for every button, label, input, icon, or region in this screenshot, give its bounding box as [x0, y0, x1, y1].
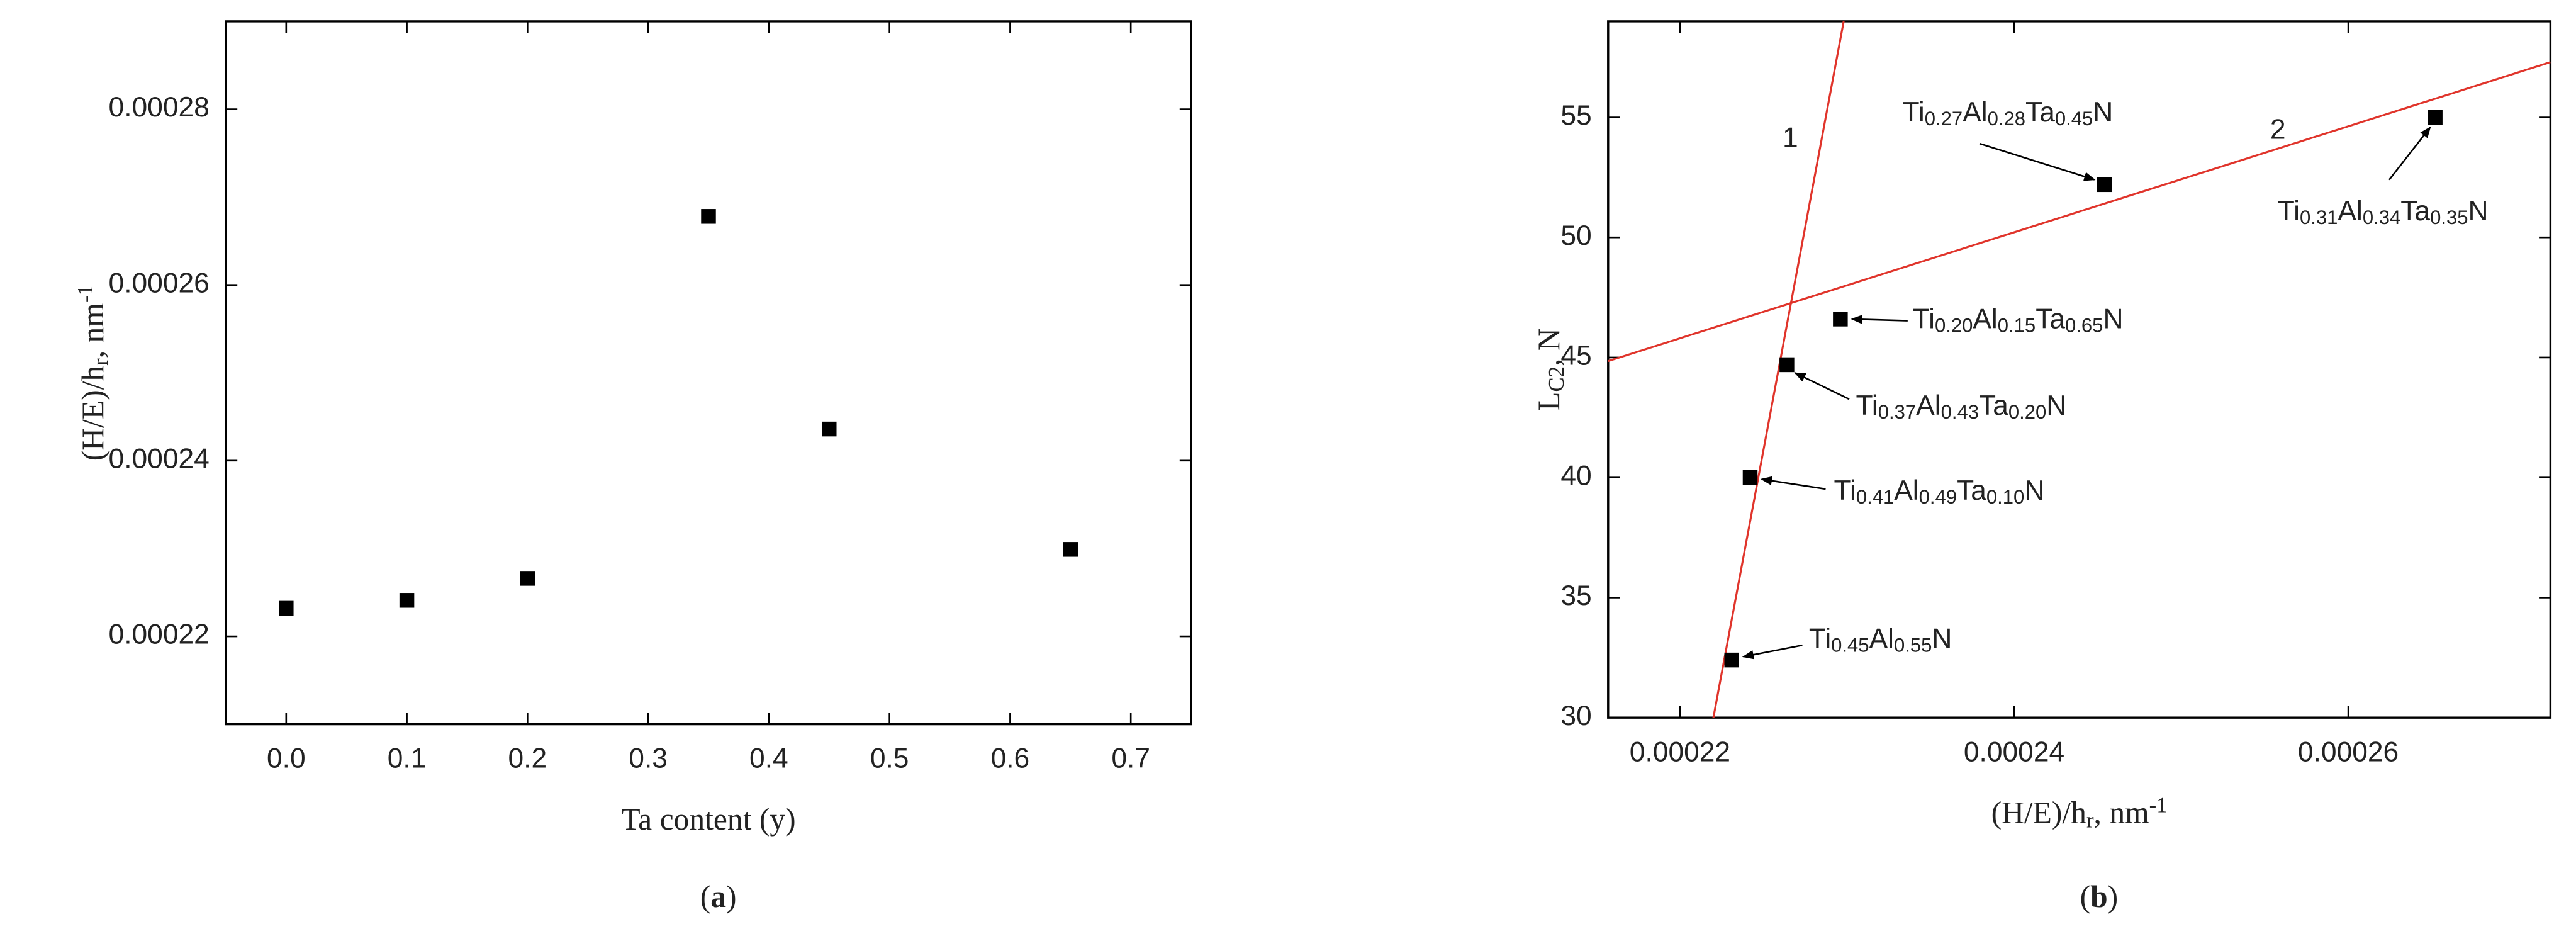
y-tick-label: 50	[1560, 220, 1591, 251]
point	[279, 600, 294, 616]
annotation-arrow	[1979, 142, 2096, 181]
point	[701, 209, 716, 224]
plot-frame	[225, 20, 1192, 726]
point	[1779, 357, 1795, 373]
point-label: Ti0.41Al0.49Ta0.10N	[1834, 475, 2045, 508]
point-label: Ti0.45Al0.55N	[1809, 623, 1952, 656]
x-tick-label: 0.7	[1111, 743, 1150, 774]
y-tick-label: 0.00024	[109, 444, 210, 475]
point	[399, 593, 415, 608]
line-label: 2	[2270, 114, 2286, 145]
annotation-arrow	[1794, 372, 1850, 400]
point-label: Ti0.20Al0.15Ta0.65N	[1913, 303, 2124, 336]
x-tick-label: 0.2	[508, 743, 547, 774]
y-tick-label: 40	[1560, 460, 1591, 491]
line-label: 1	[1783, 122, 1798, 153]
fit-line	[1608, 61, 2551, 363]
y-tick-label: 0.00026	[109, 268, 210, 298]
x-tick-label: 0.5	[870, 743, 909, 774]
point	[1063, 542, 1078, 557]
panel-label: (a)	[700, 879, 737, 914]
y-tick-label: 0.00022	[109, 619, 210, 650]
x-tick-label: 0.00022	[1630, 736, 1730, 767]
x-tick-label: 0.00024	[1964, 736, 2064, 767]
annotation-arrow	[1760, 476, 1826, 490]
x-tick-label: 0.0	[267, 743, 306, 774]
panel-label: (b)	[2080, 879, 2119, 914]
point	[2097, 177, 2112, 193]
point	[520, 571, 535, 586]
annotation-arrow	[2388, 126, 2431, 181]
point	[1833, 312, 1848, 327]
point-label: Ti0.27Al0.28Ta0.45N	[1902, 97, 2113, 130]
x-tick-label: 0.6	[991, 743, 1030, 774]
y-axis-label: LC2, N	[1532, 328, 1569, 410]
x-axis-label: Ta content (y)	[621, 803, 795, 837]
annotation-arrow	[1742, 644, 1803, 660]
y-tick-label: 30	[1560, 701, 1591, 731]
x-tick-label: 0.1	[388, 743, 427, 774]
y-tick-label: 45	[1560, 341, 1591, 371]
point	[822, 421, 837, 437]
y-tick-label: 0.00028	[109, 92, 210, 123]
x-tick-label: 0.3	[629, 743, 668, 774]
x-axis-label: (H/E)/hr, nm-1	[1991, 793, 2168, 833]
point	[1724, 652, 1740, 668]
y-tick-label: 35	[1560, 580, 1591, 611]
plot-frame	[1607, 20, 2552, 719]
fit-line	[1712, 21, 1845, 718]
point-label: Ti0.37Al0.43Ta0.20N	[1856, 390, 2066, 423]
y-axis-label: (H/E)/hr, nm-1	[73, 285, 113, 461]
x-tick-label: 0.00026	[2298, 736, 2399, 767]
y-tick-label: 55	[1560, 100, 1591, 131]
point	[2428, 110, 2443, 125]
x-tick-label: 0.4	[749, 743, 788, 774]
point	[1742, 470, 1758, 485]
annotation-arrow	[1851, 315, 1908, 324]
point-label: Ti0.31Al0.34Ta0.35N	[2278, 196, 2489, 228]
